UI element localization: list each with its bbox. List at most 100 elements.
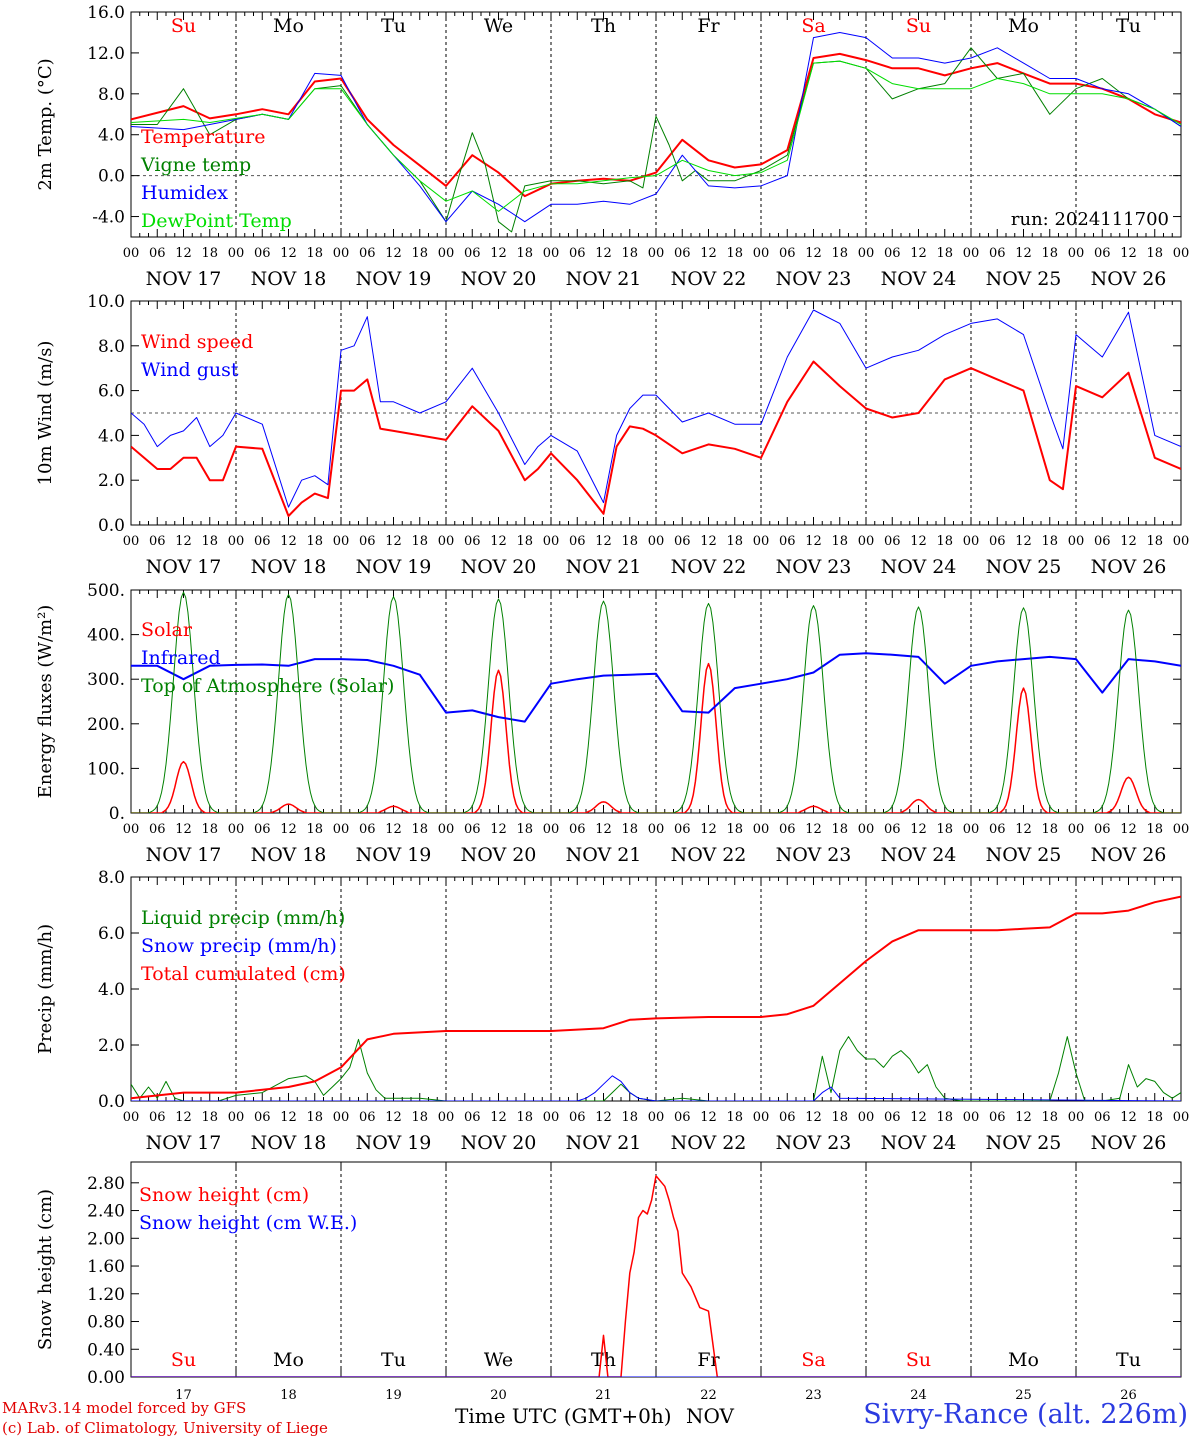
weekday-label: Tu <box>1116 1349 1141 1371</box>
x-date-label: NOV 22 <box>671 268 747 290</box>
y-tick-label: 4.0 <box>98 980 125 1000</box>
x-hour-label: 12 <box>1120 1110 1137 1125</box>
weekday-label: Mo <box>273 15 304 37</box>
x-hour-label: 00 <box>1068 1110 1085 1125</box>
x-date-label: NOV 25 <box>986 268 1062 290</box>
x-hour-label: 00 <box>228 534 245 549</box>
y-tick-label: 1.60 <box>87 1257 125 1277</box>
x-hour-label: 00 <box>333 534 350 549</box>
y-tick-label: 4.0 <box>98 126 125 146</box>
x-hour-label: 18 <box>726 822 743 837</box>
y-tick-label: 0.0 <box>98 516 125 536</box>
x-hour-label: 00 <box>543 822 560 837</box>
x-hour-label: 18 <box>1041 246 1058 261</box>
x-hour-label: 00 <box>123 822 140 837</box>
weekday-label: Su <box>906 1349 931 1371</box>
x-date-label: NOV 17 <box>146 844 222 866</box>
x-date-label: NOV 24 <box>881 1132 957 1154</box>
x-hour-label: 12 <box>805 1110 822 1125</box>
legend-entry: Snow height (cm W.E.) <box>139 1212 357 1234</box>
weekday-label: Su <box>906 15 931 37</box>
weekday-label: Su <box>171 15 196 37</box>
x-hour-label: 00 <box>228 1110 245 1125</box>
y-tick-label: 2.0 <box>98 471 125 491</box>
x-hour-label: 00 <box>1173 246 1190 261</box>
x-day-number-label: 21 <box>595 1388 612 1403</box>
x-day-number-label: 25 <box>1015 1388 1032 1403</box>
x-hour-label: 00 <box>648 1110 665 1125</box>
x-date-label: NOV 17 <box>146 1132 222 1154</box>
x-hour-label: 00 <box>963 1110 980 1125</box>
y-tick-label: 4.0 <box>98 426 125 446</box>
x-hour-label: 18 <box>1041 534 1058 549</box>
y-tick-label: 6.0 <box>98 382 125 402</box>
x-day-number-label: 19 <box>385 1388 402 1403</box>
x-hour-label: 06 <box>884 1110 901 1125</box>
x-hour-label: 00 <box>543 534 560 549</box>
x-hour-label: 18 <box>306 246 323 261</box>
x-hour-label: 00 <box>333 1110 350 1125</box>
x-hour-label: 18 <box>516 246 533 261</box>
series-line-temperature <box>131 52 1181 198</box>
series-line-wind-gust <box>131 309 1181 508</box>
y-tick-label: 0. <box>109 804 125 824</box>
x-hour-label: 00 <box>858 534 875 549</box>
x-hour-label: 06 <box>464 822 481 837</box>
x-hour-label: 18 <box>411 822 428 837</box>
x-hour-label: 06 <box>674 246 691 261</box>
x-day-number-label: 23 <box>805 1388 822 1403</box>
legend-entry: Vigne temp <box>140 154 251 176</box>
x-date-label: NOV 26 <box>1091 1132 1167 1154</box>
x-date-label: NOV 21 <box>566 844 642 866</box>
x-hour-label: 18 <box>306 534 323 549</box>
x-axis-title: Time UTC (GMT+0h) <box>455 1404 672 1428</box>
legend-entry: DewPoint Temp <box>141 210 292 232</box>
x-date-label: NOV 18 <box>251 556 327 578</box>
x-hour-label: 12 <box>175 534 192 549</box>
x-hour-label: 06 <box>569 246 586 261</box>
weekday-label: Tu <box>1116 15 1141 37</box>
series-line-infrared <box>131 652 1181 723</box>
x-hour-label: 06 <box>254 246 271 261</box>
x-date-label: NOV 17 <box>146 556 222 578</box>
x-hour-label: 18 <box>831 246 848 261</box>
x-hour-label: 12 <box>1015 246 1032 261</box>
y-tick-label: 16.0 <box>87 3 125 23</box>
chart-panel-4: 0.0 2.0 4.0 6.0 8.0 Precip (mm/h) 00 06 12 18 00 06… <box>35 868 1189 1154</box>
x-hour-label: 06 <box>464 1110 481 1125</box>
x-hour-label: 06 <box>884 822 901 837</box>
x-hour-label: 18 <box>201 246 218 261</box>
y-tick-label: 400. <box>87 626 125 646</box>
x-hour-label: 18 <box>621 1110 638 1125</box>
x-date-label: NOV 26 <box>1091 556 1167 578</box>
y-axis-label: 2m Temp. (°C) <box>35 58 56 190</box>
x-hour-label: 00 <box>228 822 245 837</box>
x-date-label: NOV 24 <box>881 844 957 866</box>
x-hour-label: 06 <box>149 246 166 261</box>
legend-entry: Snow precip (mm/h) <box>141 935 337 957</box>
x-hour-label: 18 <box>831 822 848 837</box>
x-hour-label: 06 <box>569 822 586 837</box>
x-hour-label: 12 <box>385 822 402 837</box>
x-hour-label: 06 <box>779 1110 796 1125</box>
x-date-label: NOV 26 <box>1091 268 1167 290</box>
x-hour-label: 06 <box>1094 246 1111 261</box>
x-hour-label: 18 <box>1041 1110 1058 1125</box>
weekday-label: We <box>484 15 513 37</box>
chart-panel-1: -4.0 0.0 4.0 8.0 12.0 16.0 2m Temp. (°C) 00 06 12… <box>35 3 1189 290</box>
series-line-total-cumulated-cm- <box>131 895 1181 1100</box>
x-hour-label: 06 <box>674 822 691 837</box>
series-layer <box>131 32 1181 233</box>
x-hour-label: 00 <box>1173 1110 1190 1125</box>
x-hour-label: 12 <box>490 822 507 837</box>
weekday-label: Tu <box>381 15 406 37</box>
run-annotation: run: 2024111700 <box>1011 209 1169 230</box>
x-hour-label: 00 <box>543 1110 560 1125</box>
weekday-label: Su <box>171 1349 196 1371</box>
x-date-label: NOV 23 <box>776 844 852 866</box>
x-hour-label: 00 <box>123 246 140 261</box>
x-hour-label: 00 <box>648 534 665 549</box>
x-hour-label: 12 <box>1120 534 1137 549</box>
x-day-number-label: 18 <box>280 1388 297 1403</box>
x-hour-label: 06 <box>149 1110 166 1125</box>
